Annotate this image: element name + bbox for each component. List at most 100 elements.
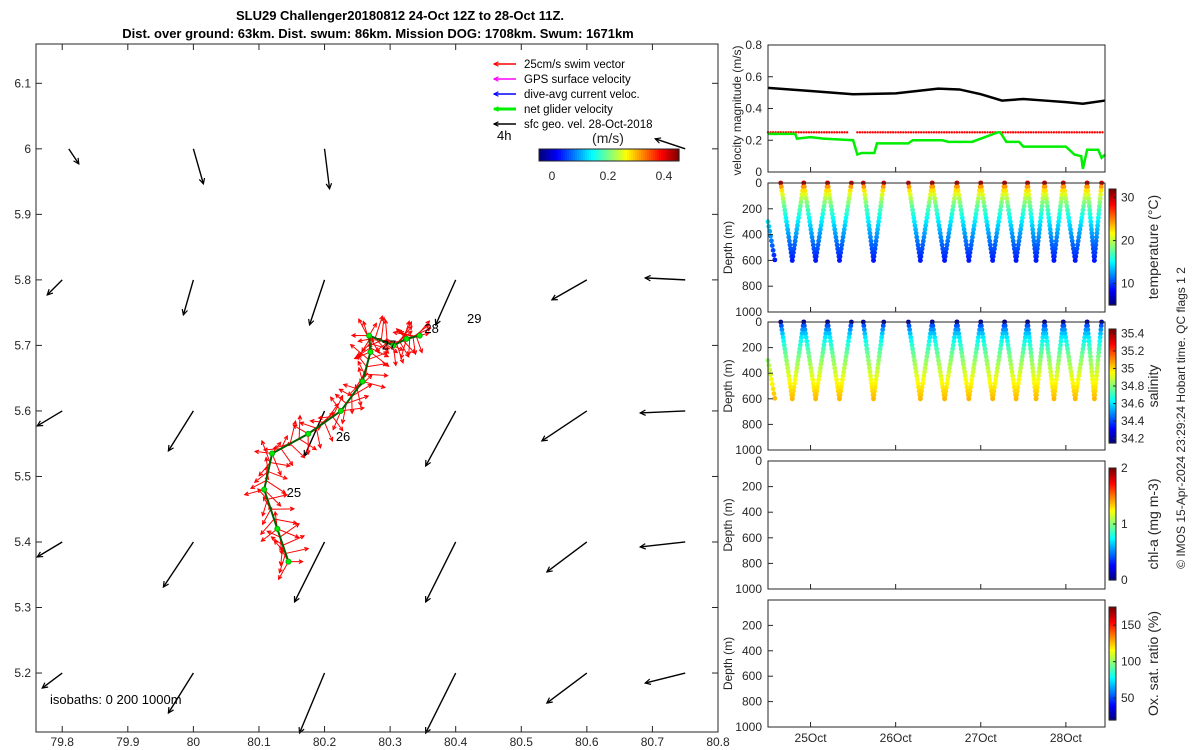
profile-point bbox=[1096, 350, 1102, 356]
colorbar-swatch bbox=[1109, 484, 1116, 488]
profile-point bbox=[1014, 254, 1020, 259]
profile-point bbox=[1039, 346, 1044, 352]
profile-point bbox=[980, 192, 985, 198]
swim-speed-point bbox=[963, 131, 966, 134]
swim-speed-point bbox=[828, 131, 831, 134]
swim-vector-head bbox=[412, 350, 418, 356]
profile-point bbox=[1047, 361, 1053, 367]
profile-point bbox=[920, 242, 926, 248]
day-label: 28 bbox=[424, 321, 438, 336]
colorbar-swatch bbox=[1109, 422, 1116, 425]
profile-point bbox=[1063, 196, 1069, 201]
swim-vector-head bbox=[329, 396, 335, 402]
colorbar-swatch bbox=[1109, 671, 1116, 674]
profile-point bbox=[974, 207, 979, 213]
profile-point bbox=[826, 188, 832, 194]
profile-point bbox=[942, 254, 948, 259]
profile-point bbox=[1052, 254, 1057, 259]
swim-vector-head bbox=[294, 534, 300, 539]
profile-point bbox=[780, 331, 785, 336]
profile-point bbox=[1048, 369, 1054, 375]
panel-frame bbox=[767, 44, 1106, 173]
colorbar-swatch bbox=[1109, 260, 1116, 264]
colorbar-swatch bbox=[641, 149, 644, 161]
profile-point bbox=[1028, 207, 1033, 213]
profile-point bbox=[999, 334, 1005, 340]
profile-point bbox=[1043, 331, 1049, 336]
swim-vector-head bbox=[334, 393, 340, 399]
profile-point bbox=[831, 223, 837, 228]
profile-point bbox=[880, 184, 886, 190]
profile-point bbox=[990, 396, 996, 402]
profile-point bbox=[1043, 192, 1049, 198]
colorbar-swatch bbox=[1109, 640, 1116, 644]
colorbar-swatch bbox=[1109, 563, 1116, 566]
colorbar-swatch bbox=[1109, 616, 1116, 619]
swim-vector-head bbox=[281, 489, 287, 494]
profile-point bbox=[1026, 196, 1032, 201]
profile-point bbox=[1054, 373, 1060, 379]
swim-speed-point bbox=[1009, 131, 1012, 134]
profile-point bbox=[981, 203, 987, 209]
profile-point bbox=[832, 230, 838, 236]
profile-point bbox=[992, 384, 997, 390]
colorbar-swatch bbox=[545, 149, 548, 161]
swim-vector-head bbox=[349, 409, 355, 415]
colorbar-swatch bbox=[1109, 648, 1116, 651]
swim-speed-point bbox=[1080, 131, 1084, 134]
colorbar-swatch bbox=[1109, 516, 1116, 519]
colorbar-swatch bbox=[1109, 501, 1116, 505]
map-ytick-label: 5.6 bbox=[14, 404, 31, 418]
swim-vector bbox=[346, 395, 369, 405]
profile-point bbox=[841, 369, 847, 375]
swim-speed-point bbox=[1062, 131, 1066, 134]
sfc-vector-head bbox=[643, 274, 651, 282]
profile-point bbox=[797, 207, 803, 213]
colorbar-swatch bbox=[1109, 471, 1116, 475]
profile-point bbox=[1062, 188, 1067, 194]
swim-vector bbox=[310, 420, 325, 423]
profile-point bbox=[1055, 365, 1061, 371]
profile-point bbox=[783, 215, 789, 221]
profile-point bbox=[998, 203, 1004, 209]
colorbar-swatch bbox=[1109, 287, 1116, 291]
profile-point bbox=[794, 227, 800, 232]
profile-point bbox=[876, 354, 882, 359]
profile-point bbox=[967, 392, 972, 398]
profile-point bbox=[943, 388, 949, 394]
colorbar-swatch bbox=[1109, 525, 1116, 529]
swim-speed-point bbox=[1065, 131, 1068, 134]
profile-point bbox=[999, 199, 1005, 205]
profile-point bbox=[804, 199, 810, 205]
profile-point bbox=[803, 331, 808, 336]
profile-point bbox=[806, 354, 812, 359]
profile-point bbox=[1052, 384, 1058, 390]
profile-point bbox=[1061, 184, 1067, 190]
swim-speed-point bbox=[945, 131, 948, 134]
colorbar-swatch bbox=[1109, 657, 1116, 661]
swim-vector-head bbox=[384, 353, 390, 358]
profile-point bbox=[861, 323, 867, 329]
swim-vector-head bbox=[278, 568, 283, 574]
swim-vector bbox=[415, 336, 423, 353]
colorbar-swatch bbox=[551, 149, 554, 161]
profile-point bbox=[1013, 258, 1019, 263]
profile-point bbox=[1062, 192, 1068, 198]
swim-speed-point bbox=[942, 131, 946, 134]
profile-point bbox=[817, 369, 823, 375]
colorbar-swatch bbox=[1109, 348, 1116, 351]
profile-point bbox=[1075, 238, 1081, 244]
profile-point bbox=[959, 354, 965, 359]
profile-point bbox=[931, 192, 937, 198]
colorbar-swatch bbox=[1109, 329, 1116, 332]
swim-vector-head bbox=[278, 561, 284, 567]
profile-point bbox=[1098, 188, 1104, 194]
swim-speed-point bbox=[912, 131, 915, 134]
swim-speed-point bbox=[973, 131, 976, 134]
swim-speed-point bbox=[1006, 131, 1010, 134]
swim-vector-head bbox=[393, 361, 398, 367]
swim-speed-point bbox=[1068, 131, 1071, 134]
profile-point bbox=[919, 388, 924, 394]
swim-vector bbox=[254, 471, 269, 483]
